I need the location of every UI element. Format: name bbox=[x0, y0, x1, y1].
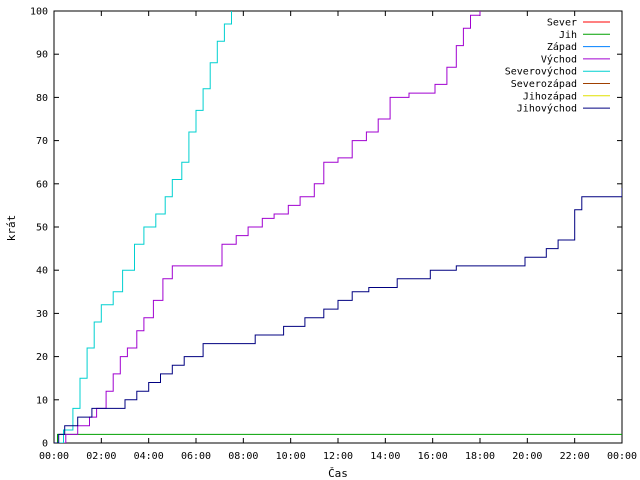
x-tick-label: 20:00 bbox=[512, 451, 542, 462]
series-line-vychod bbox=[54, 11, 481, 443]
x-tick-label: 04:00 bbox=[134, 451, 164, 462]
y-tick-label: 10 bbox=[36, 395, 48, 406]
x-tick-label: 06:00 bbox=[181, 451, 211, 462]
x-tick-label: 00:00 bbox=[607, 451, 637, 462]
x-axis-label: Čas bbox=[328, 467, 348, 480]
y-tick-label: 100 bbox=[30, 7, 48, 18]
x-tick-label: 08:00 bbox=[228, 451, 258, 462]
y-tick-label: 50 bbox=[36, 223, 48, 234]
legend-label-sever: Sever bbox=[547, 18, 577, 29]
x-tick-label: 18:00 bbox=[465, 451, 495, 462]
y-axis-ticks: 0 10 20 30 40 50 60 70 80 90 100 bbox=[30, 7, 622, 450]
series-lines bbox=[54, 11, 622, 443]
y-tick-label: 30 bbox=[36, 309, 48, 320]
series-line-severovychod bbox=[54, 11, 232, 443]
y-tick-label: 90 bbox=[36, 50, 48, 61]
y-tick-label: 80 bbox=[36, 93, 48, 104]
y-tick-label: 40 bbox=[36, 266, 48, 277]
x-tick-label: 22:00 bbox=[560, 451, 590, 462]
y-tick-label: 70 bbox=[36, 136, 48, 147]
legend-label-vychod: Východ bbox=[541, 53, 577, 65]
x-tick-label: 12:00 bbox=[323, 451, 353, 462]
x-tick-label: 02:00 bbox=[86, 451, 116, 462]
legend-label-zapad: Západ bbox=[547, 41, 577, 53]
x-tick-label: 00:00 bbox=[39, 451, 69, 462]
legend-label-jihozapad: Jihozápad bbox=[523, 90, 577, 102]
y-tick-label: 0 bbox=[42, 439, 48, 450]
series-line-jih bbox=[55, 433, 622, 443]
y-axis-label: krát bbox=[5, 215, 18, 242]
legend: SeverJihZápadVýchodSeverovýchodSeverozáp… bbox=[505, 18, 610, 115]
y-tick-label: 20 bbox=[36, 352, 48, 363]
legend-label-jihovychod: Jihovýchod bbox=[517, 103, 577, 115]
series-line-jihovychod bbox=[54, 188, 622, 443]
legend-label-severozapad: Severozápad bbox=[511, 78, 577, 90]
legend-label-severovychod: Severovýchod bbox=[505, 66, 577, 78]
y-tick-label: 60 bbox=[36, 179, 48, 190]
x-tick-label: 16:00 bbox=[418, 451, 448, 462]
legend-label-jih: Jih bbox=[559, 30, 577, 41]
x-tick-label: 14:00 bbox=[370, 451, 400, 462]
x-axis-ticks: 00:00 02:00 04:00 06:00 08:00 10:00 12:00 14:00… bbox=[39, 11, 637, 462]
x-tick-label: 10:00 bbox=[276, 451, 306, 462]
